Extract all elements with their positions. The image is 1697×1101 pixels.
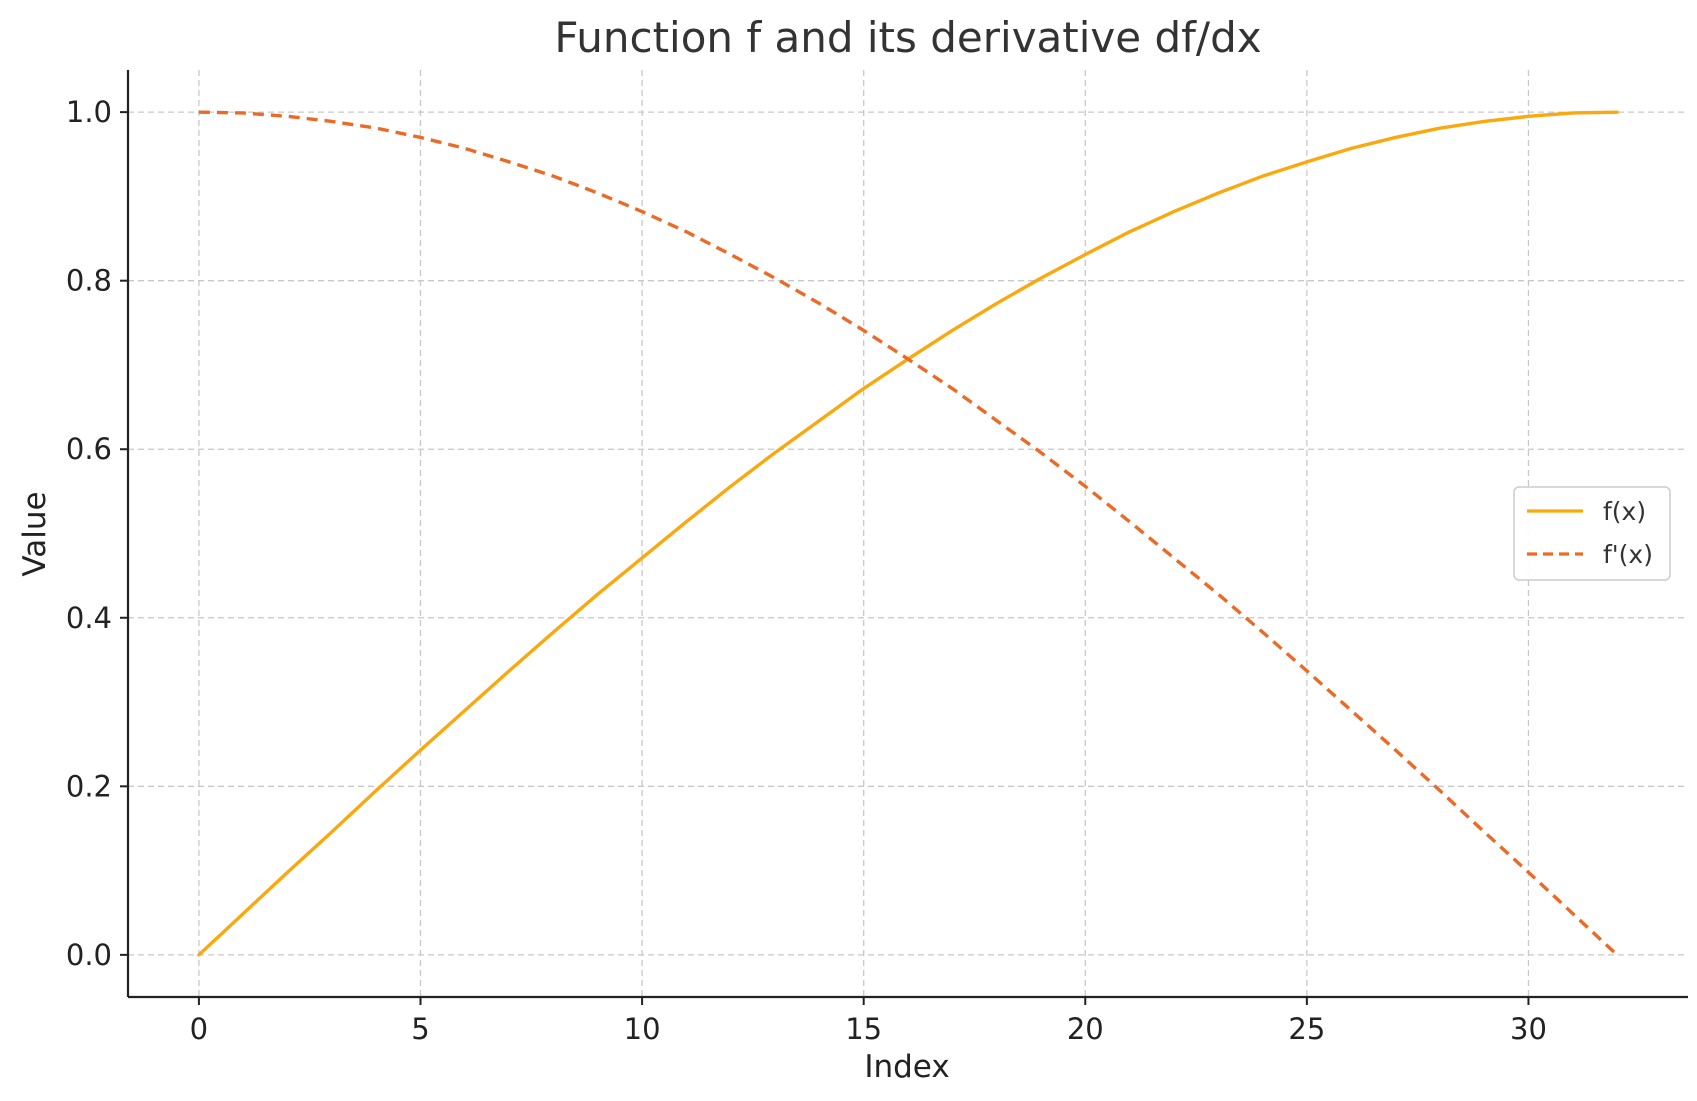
axes	[126, 70, 1688, 999]
chart-title: Function f and its derivative df/dx	[554, 13, 1261, 62]
legend-label-f: f(x)	[1603, 497, 1646, 526]
y-tick-label: 1.0	[66, 95, 112, 129]
y-ticks: 0.0 0.2 0.4 0.6 0.8 1.0	[66, 95, 128, 972]
x-tick-label: 10	[624, 1012, 661, 1046]
x-tick-label: 15	[845, 1012, 882, 1046]
series-lines	[197, 110, 1619, 957]
y-tick-label: 0.4	[66, 601, 112, 635]
y-tick-label: 0.6	[66, 432, 112, 466]
x-tick-label: 5	[411, 1012, 429, 1046]
x-tick-label: 0	[190, 1012, 208, 1046]
y-tick-label: 0.8	[66, 264, 112, 298]
grid	[128, 70, 1688, 997]
y-tick-label: 0.2	[66, 769, 112, 803]
series-line-f	[197, 110, 1619, 957]
y-tick-label: 0.0	[66, 938, 112, 972]
legend: f(x) f'(x)	[1513, 486, 1671, 581]
y-axis-label: Value	[17, 491, 53, 576]
x-tick-label: 30	[1510, 1012, 1547, 1046]
x-tick-label: 20	[1067, 1012, 1104, 1046]
series-line-fprime	[198, 110, 1619, 957]
x-ticks: 0 5 10 15 20 25 30	[190, 997, 1547, 1046]
x-axis-label: Index	[864, 1049, 949, 1085]
x-tick-label: 25	[1288, 1012, 1325, 1046]
legend-label-fprime: f'(x)	[1603, 540, 1653, 569]
